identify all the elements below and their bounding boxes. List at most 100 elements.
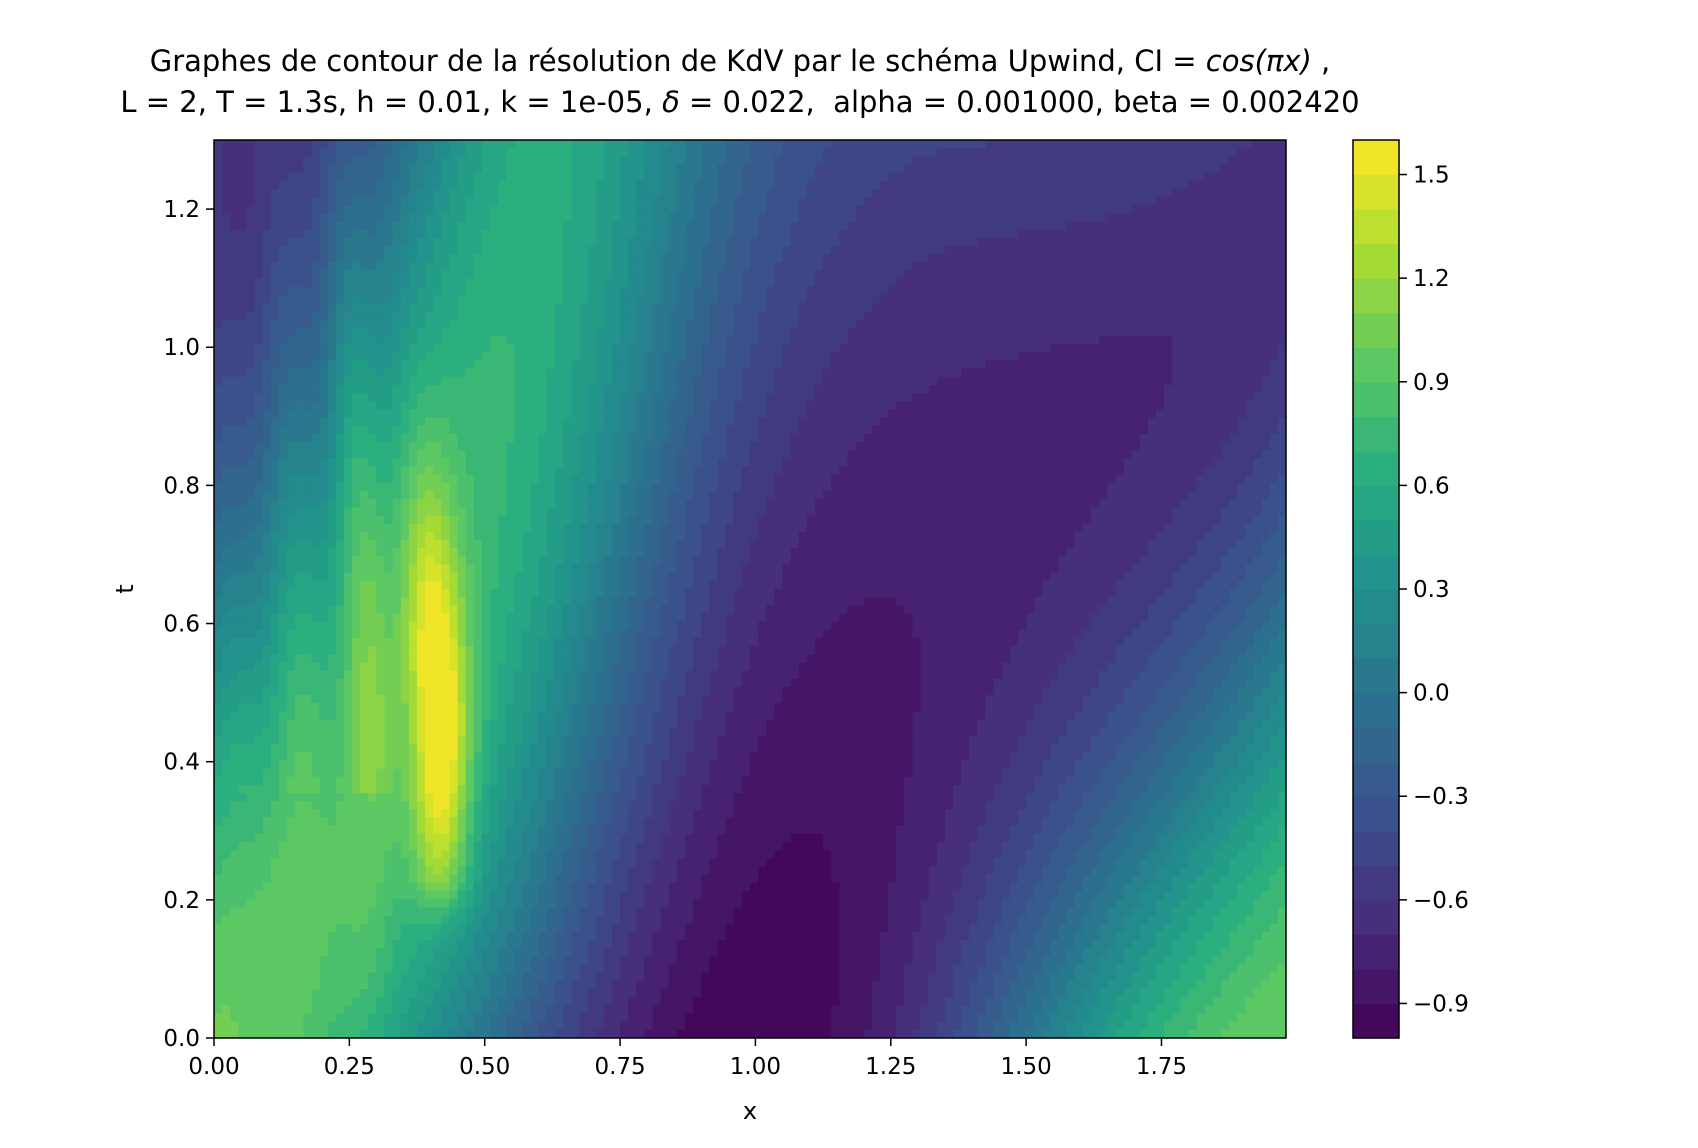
contour-cell [725, 335, 735, 345]
contour-cell [1261, 213, 1271, 223]
contour-cell [741, 352, 751, 362]
contour-cell [1188, 205, 1198, 215]
contour-cell [311, 286, 321, 296]
contour-cell [985, 221, 995, 231]
contour-cell [473, 376, 483, 386]
contour-cell [303, 197, 313, 206]
contour-cell [1229, 188, 1238, 198]
contour-cell [944, 140, 954, 149]
contour-cell [603, 319, 613, 329]
contour-cell [936, 401, 946, 410]
contour-cell [1107, 335, 1117, 345]
contour-cell [1099, 164, 1108, 174]
contour-cell [1172, 197, 1182, 206]
contour-cell [238, 213, 248, 223]
contour-cell [782, 295, 792, 304]
contour-cell [473, 335, 483, 345]
contour-cell [352, 319, 361, 329]
contour-cell [563, 148, 572, 157]
contour-cell [376, 376, 386, 386]
contour-cell [571, 180, 581, 190]
contour-cell [360, 393, 369, 402]
contour-cell [238, 319, 248, 329]
contour-cell [1018, 205, 1027, 215]
contour-cell [620, 246, 629, 255]
contour-cell [847, 140, 857, 149]
contour-cell [636, 188, 646, 198]
contour-cell [1115, 278, 1125, 288]
contour-cell [408, 270, 418, 280]
contour-cell [1091, 262, 1100, 272]
contour-cell [1050, 205, 1060, 215]
contour-cell [758, 270, 767, 280]
contour-cell [1212, 140, 1222, 149]
contour-cell [944, 270, 954, 280]
contour-cell [1074, 148, 1084, 157]
contour-cell [750, 295, 759, 304]
contour-cell [774, 229, 784, 239]
contour-cell [1099, 246, 1108, 255]
contour-cell [896, 442, 905, 451]
contour-cell [327, 262, 337, 272]
contour-cell [392, 188, 402, 198]
contour-cell [1277, 433, 1286, 443]
contour-cell [668, 327, 678, 337]
contour-cell [1261, 270, 1271, 280]
contour-cell [953, 295, 962, 304]
contour-cell [530, 425, 540, 435]
contour-cell [758, 303, 767, 313]
contour-cell [750, 270, 759, 280]
contour-cell [1042, 303, 1052, 313]
contour-cell [530, 335, 540, 345]
contour-cell [725, 188, 735, 198]
contour-cell [790, 360, 800, 370]
contour-cell [636, 237, 646, 247]
contour-cell [953, 401, 962, 410]
contour-cell [482, 254, 491, 264]
contour-cell [611, 409, 621, 419]
contour-cell [1245, 213, 1255, 223]
contour-cell [473, 237, 483, 247]
contour-cell [644, 213, 654, 223]
contour-cell [335, 180, 345, 190]
contour-cell [920, 319, 930, 329]
contour-cell [1164, 262, 1173, 272]
contour-cell [1066, 172, 1076, 182]
contour-cell [766, 335, 775, 345]
contour-cell [1139, 148, 1149, 157]
contour-cell [1188, 327, 1198, 337]
contour-cell [343, 433, 353, 443]
contour-cell [733, 352, 743, 362]
contour-cell [546, 344, 556, 353]
contour-cell [343, 148, 353, 157]
contour-cell [1082, 401, 1092, 410]
contour-cell [961, 442, 970, 451]
contour-cell [1107, 401, 1117, 410]
contour-cell [538, 197, 548, 206]
contour-cell [563, 278, 572, 288]
contour-cell [238, 376, 248, 386]
contour-cell [352, 278, 361, 288]
contour-cell [1066, 360, 1076, 370]
contour-cell [1009, 172, 1019, 182]
contour-cell [498, 344, 507, 353]
contour-cell [863, 221, 873, 231]
contour-cell [912, 335, 922, 345]
contour-cell [473, 262, 483, 272]
contour-cell [222, 164, 231, 174]
contour-cell [985, 278, 995, 288]
contour-cell [538, 344, 548, 353]
contour-cell [384, 229, 394, 239]
contour-cell [1277, 376, 1286, 386]
contour-cell [904, 433, 914, 443]
contour-cell [1156, 156, 1165, 166]
contour-cell [238, 384, 248, 394]
contour-cell [327, 376, 337, 386]
contour-cell [855, 442, 865, 451]
contour-cell [969, 286, 978, 296]
contour-cell [303, 401, 313, 410]
contour-cell [758, 286, 767, 296]
contour-cell [944, 246, 954, 255]
contour-cell [1139, 368, 1149, 378]
contour-cell [823, 278, 832, 288]
